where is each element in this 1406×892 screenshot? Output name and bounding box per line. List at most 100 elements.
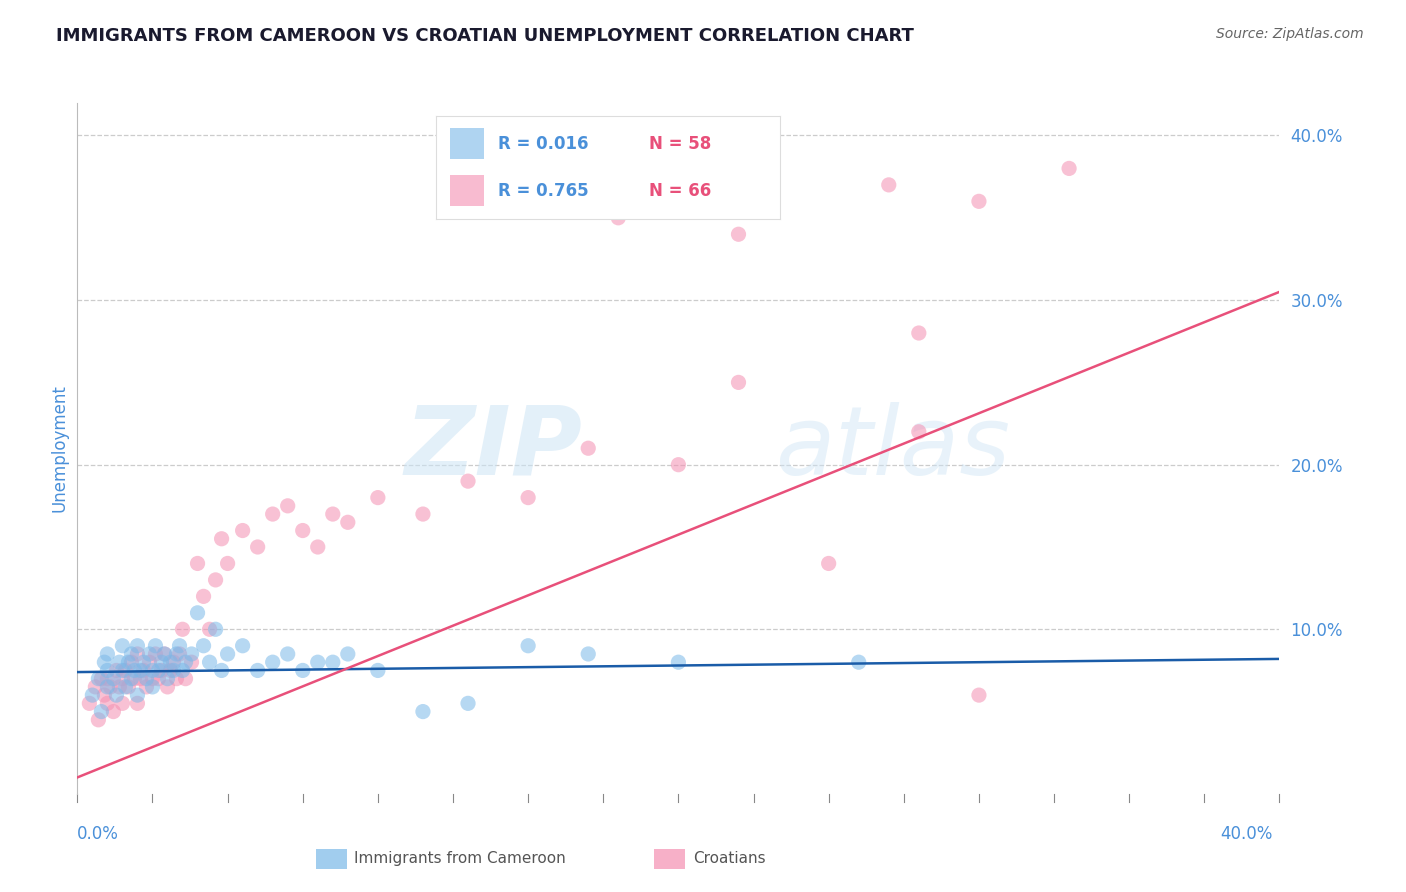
- Point: [336, 647, 359, 661]
- Point: [127, 697, 149, 711]
- Point: [159, 655, 181, 669]
- Point: [607, 211, 630, 225]
- Point: [187, 606, 209, 620]
- Point: [117, 655, 139, 669]
- Point: [277, 647, 299, 661]
- Text: 0.0%: 0.0%: [77, 825, 120, 843]
- Point: [180, 655, 202, 669]
- Text: Source: ZipAtlas.com: Source: ZipAtlas.com: [1216, 27, 1364, 41]
- Point: [93, 655, 115, 669]
- Point: [211, 532, 233, 546]
- Point: [156, 680, 179, 694]
- Point: [96, 647, 118, 661]
- Point: [148, 664, 170, 678]
- Point: [291, 524, 314, 538]
- Point: [150, 655, 173, 669]
- Point: [138, 655, 160, 669]
- FancyBboxPatch shape: [450, 176, 484, 206]
- Point: [117, 680, 139, 694]
- Point: [166, 647, 188, 661]
- Point: [169, 647, 191, 661]
- Point: [138, 647, 160, 661]
- Point: [193, 639, 215, 653]
- Point: [145, 639, 167, 653]
- Point: [211, 664, 233, 678]
- Point: [307, 540, 329, 554]
- Point: [96, 672, 118, 686]
- Point: [204, 573, 226, 587]
- Point: [307, 655, 329, 669]
- Point: [120, 672, 142, 686]
- Point: [114, 664, 136, 678]
- Point: [93, 688, 115, 702]
- Point: [145, 647, 167, 661]
- Point: [193, 590, 215, 604]
- Point: [180, 647, 202, 661]
- Point: [90, 705, 112, 719]
- Text: R = 0.016: R = 0.016: [498, 135, 588, 153]
- Point: [217, 647, 239, 661]
- Point: [141, 680, 163, 694]
- Point: [576, 647, 599, 661]
- Point: [457, 697, 479, 711]
- Point: [124, 664, 146, 678]
- Point: [153, 647, 176, 661]
- Point: [84, 680, 107, 694]
- Point: [517, 639, 540, 653]
- Point: [162, 655, 184, 669]
- Point: [114, 680, 136, 694]
- Point: [111, 697, 134, 711]
- Point: [908, 425, 931, 439]
- Point: [87, 713, 110, 727]
- Point: [156, 672, 179, 686]
- Point: [412, 507, 434, 521]
- Text: N = 58: N = 58: [650, 135, 711, 153]
- Point: [217, 557, 239, 571]
- Point: [103, 705, 125, 719]
- Point: [108, 680, 131, 694]
- Point: [87, 672, 110, 686]
- Point: [105, 664, 128, 678]
- Point: [277, 499, 299, 513]
- Point: [162, 664, 184, 678]
- Text: N = 66: N = 66: [650, 182, 711, 200]
- Point: [291, 664, 314, 678]
- Point: [1057, 161, 1080, 176]
- Point: [100, 680, 122, 694]
- Point: [172, 622, 194, 636]
- Point: [967, 688, 990, 702]
- Point: [262, 507, 284, 521]
- Point: [246, 664, 269, 678]
- Point: [153, 647, 176, 661]
- Point: [135, 680, 157, 694]
- Point: [127, 639, 149, 653]
- Point: [132, 664, 155, 678]
- Point: [141, 672, 163, 686]
- Point: [103, 672, 125, 686]
- Text: atlas: atlas: [775, 401, 1010, 495]
- Point: [90, 672, 112, 686]
- Point: [135, 672, 157, 686]
- Point: [111, 639, 134, 653]
- Point: [517, 491, 540, 505]
- Point: [262, 655, 284, 669]
- Point: [232, 524, 254, 538]
- Point: [166, 672, 188, 686]
- Point: [82, 688, 104, 702]
- Point: [132, 655, 155, 669]
- Point: [96, 664, 118, 678]
- Point: [174, 672, 197, 686]
- Point: [96, 697, 118, 711]
- Point: [96, 680, 118, 694]
- Point: [727, 227, 749, 242]
- Point: [817, 557, 839, 571]
- Point: [111, 672, 134, 686]
- Point: [336, 516, 359, 530]
- Point: [322, 507, 344, 521]
- Point: [159, 664, 181, 678]
- Point: [967, 194, 990, 209]
- Text: IMMIGRANTS FROM CAMEROON VS CROATIAN UNEMPLOYMENT CORRELATION CHART: IMMIGRANTS FROM CAMEROON VS CROATIAN UNE…: [56, 27, 914, 45]
- Point: [169, 639, 191, 653]
- Point: [79, 697, 101, 711]
- Point: [120, 647, 142, 661]
